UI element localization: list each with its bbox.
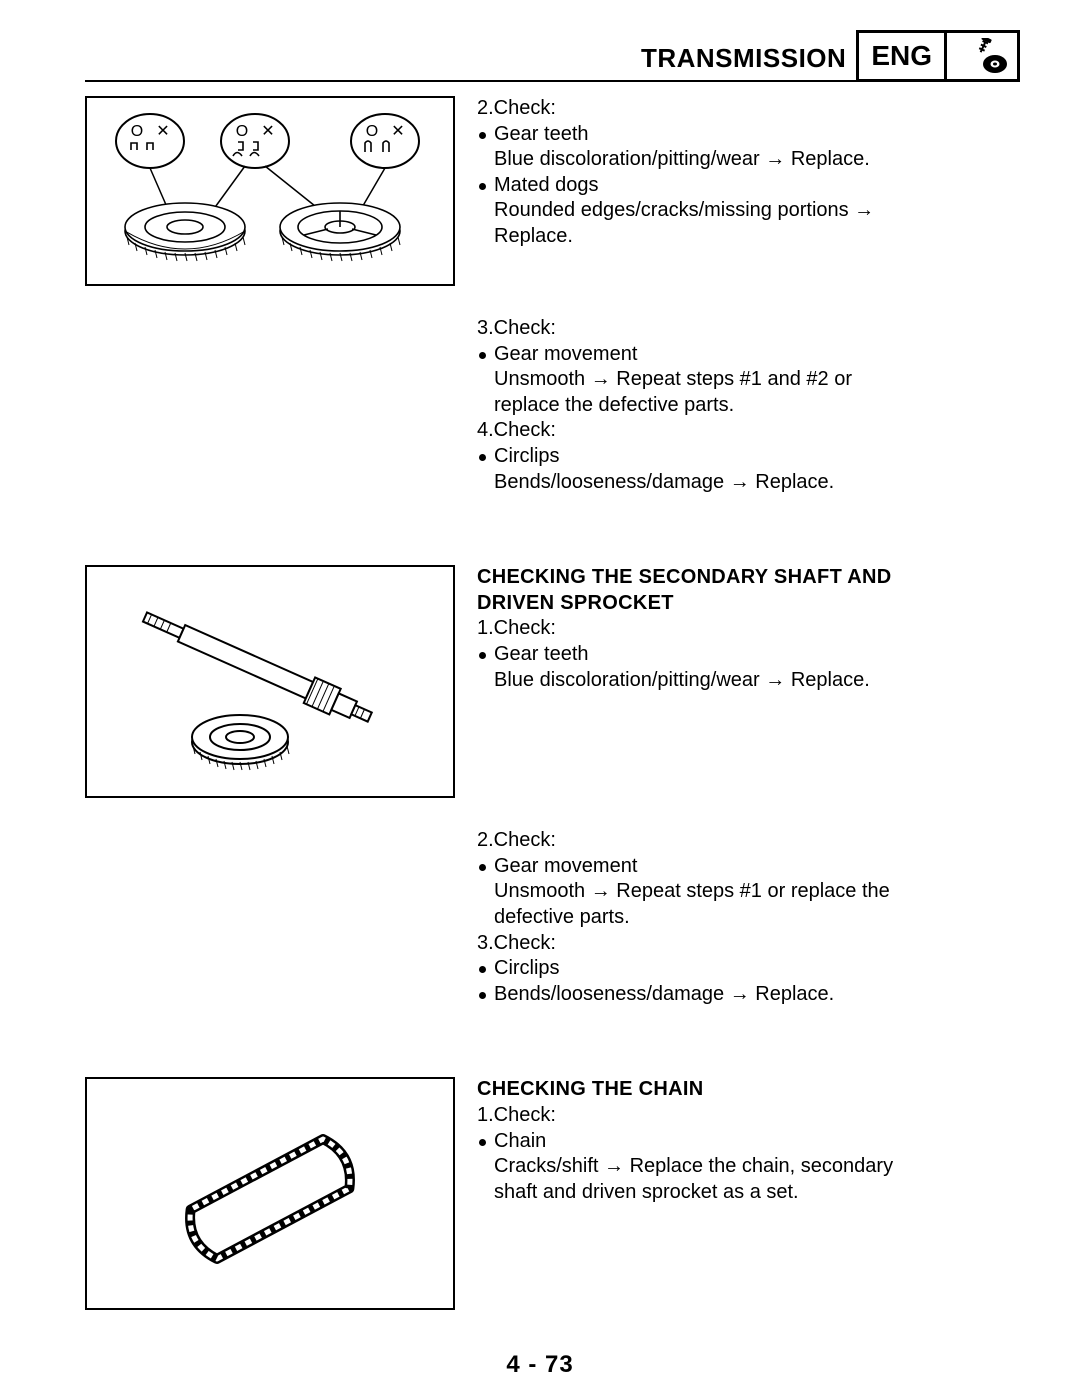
bullet-dot-icon xyxy=(479,454,486,461)
header-row: TRANSMISSION ENG xyxy=(85,30,1020,82)
figure-1-col: O ✕ O ✕ O ✕ xyxy=(85,96,455,286)
bullet-label: Gear movement xyxy=(494,854,637,880)
bullet-label: Gear teeth xyxy=(494,122,589,148)
bullet-dot-icon xyxy=(479,992,486,999)
block-4-text: 2.Check: Gear movement Unsmooth → Repeat… xyxy=(477,828,1020,1007)
block-5: CHECKING THE CHAIN 1.Check: Chain Cracks… xyxy=(85,1077,1020,1310)
bullet-label: Bends/looseness/damage → Replace. xyxy=(494,982,834,1008)
step-label: 2.Check: xyxy=(477,96,1020,122)
bullet-detail: Unsmooth → Repeat steps #1 or replace th… xyxy=(477,879,1020,905)
bullet-label: Circlips xyxy=(494,444,560,470)
bullet-detail: defective parts. xyxy=(477,905,1020,931)
figure-gear-teeth: O ✕ O ✕ O ✕ xyxy=(85,96,455,286)
bullet-label: Chain xyxy=(494,1129,546,1155)
bullet-label: Gear teeth xyxy=(494,642,589,668)
bullet-item: Gear movement xyxy=(477,342,1020,368)
block-3-text: CHECKING THE SECONDARY SHAFT AND DRIVEN … xyxy=(477,565,1020,693)
bullet-detail: Blue discoloration/pitting/wear → Replac… xyxy=(477,668,1020,694)
figure-3-col xyxy=(85,565,455,798)
svg-text:O: O xyxy=(236,123,248,140)
engine-icon xyxy=(947,33,1017,79)
bullet-item: Gear teeth xyxy=(477,642,1020,668)
bullet-item: Mated dogs xyxy=(477,173,1020,199)
bullet-label: Circlips xyxy=(494,956,560,982)
bullet-item: Circlips xyxy=(477,444,1020,470)
bullet-detail: Bends/looseness/damage → Replace. xyxy=(477,470,1020,496)
block-3: CHECKING THE SECONDARY SHAFT AND DRIVEN … xyxy=(85,565,1020,798)
bullet-detail: shaft and driven sprocket as a set. xyxy=(477,1180,1020,1206)
block-4: 2.Check: Gear movement Unsmooth → Repeat… xyxy=(85,828,1020,1007)
section-heading: DRIVEN SPROCKET xyxy=(477,591,1020,617)
bullet-detail: Replace. xyxy=(477,224,1020,250)
step-label: 4.Check: xyxy=(477,418,1020,444)
bullet-dot-icon xyxy=(479,966,486,973)
block-5-text: CHECKING THE CHAIN 1.Check: Chain Cracks… xyxy=(477,1077,1020,1205)
bullet-detail: Unsmooth → Repeat steps #1 and #2 or xyxy=(477,367,1020,393)
block-1: O ✕ O ✕ O ✕ xyxy=(85,96,1020,286)
svg-text:✕: ✕ xyxy=(391,123,404,140)
bullet-item: Chain xyxy=(477,1129,1020,1155)
step-label: 3.Check: xyxy=(477,316,1020,342)
figure-5-col xyxy=(85,1077,455,1310)
bullet-dot-icon xyxy=(479,352,486,359)
section-heading: CHECKING THE CHAIN xyxy=(477,1077,1020,1103)
bullet-item: Gear movement xyxy=(477,854,1020,880)
svg-text:O: O xyxy=(366,123,378,140)
bullet-dot-icon xyxy=(479,1139,486,1146)
svg-text:✕: ✕ xyxy=(156,123,169,140)
page-number: 4 - 73 xyxy=(0,1351,1080,1379)
svg-text:O: O xyxy=(131,123,143,140)
header-tab-box: ENG xyxy=(856,30,1020,82)
bullet-detail: replace the defective parts. xyxy=(477,393,1020,419)
block-1-text: 2.Check: Gear teeth Blue discoloration/p… xyxy=(477,96,1020,250)
block-2-text: 3.Check: Gear movement Unsmooth → Repeat… xyxy=(477,316,1020,495)
figure-chain xyxy=(85,1077,455,1310)
step-label: 3.Check: xyxy=(477,931,1020,957)
step-label: 2.Check: xyxy=(477,828,1020,854)
figure-secondary-shaft xyxy=(85,565,455,798)
bullet-dot-icon xyxy=(479,864,486,871)
bullet-dot-icon xyxy=(479,652,486,659)
bullet-dot-icon xyxy=(479,132,486,139)
step-label: 1.Check: xyxy=(477,616,1020,642)
page: TRANSMISSION ENG xyxy=(0,0,1080,1397)
bullet-label: Mated dogs xyxy=(494,173,599,199)
bullet-dot-icon xyxy=(479,183,486,190)
bullet-label: Gear movement xyxy=(494,342,637,368)
header-tab-label: ENG xyxy=(859,33,947,79)
bullet-detail: Blue discoloration/pitting/wear → Replac… xyxy=(477,147,1020,173)
bullet-detail: Cracks/shift → Replace the chain, second… xyxy=(477,1154,1020,1180)
svg-text:✕: ✕ xyxy=(261,123,274,140)
header-section-title: TRANSMISSION xyxy=(641,43,856,80)
block-2: 3.Check: Gear movement Unsmooth → Repeat… xyxy=(85,316,1020,495)
section-heading: CHECKING THE SECONDARY SHAFT AND xyxy=(477,565,1020,591)
bullet-item: Circlips xyxy=(477,956,1020,982)
bullet-item: Bends/looseness/damage → Replace. xyxy=(477,982,1020,1008)
bullet-item: Gear teeth xyxy=(477,122,1020,148)
bullet-detail: Rounded edges/cracks/missing portions → xyxy=(477,198,1020,224)
step-label: 1.Check: xyxy=(477,1103,1020,1129)
